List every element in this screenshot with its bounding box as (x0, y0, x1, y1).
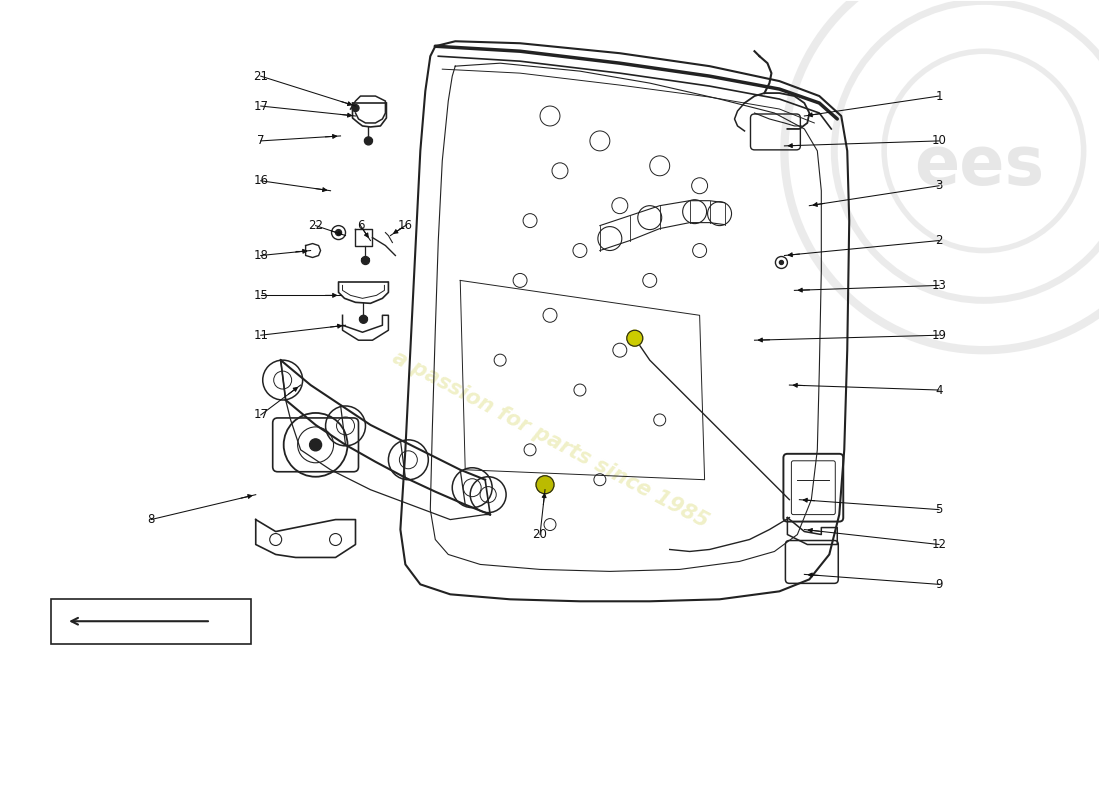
Circle shape (780, 261, 783, 265)
Text: 2: 2 (935, 234, 943, 247)
Text: 22: 22 (308, 219, 323, 232)
Circle shape (627, 330, 642, 346)
Text: 16: 16 (253, 174, 268, 187)
Text: 16: 16 (398, 219, 412, 232)
Text: 5: 5 (935, 503, 943, 516)
Text: 10: 10 (932, 134, 946, 147)
Circle shape (336, 230, 341, 235)
Circle shape (352, 105, 359, 111)
Text: 6: 6 (356, 219, 364, 232)
Text: ees: ees (914, 133, 1044, 199)
Text: 20: 20 (532, 528, 548, 541)
Text: 1: 1 (935, 90, 943, 102)
Text: 18: 18 (253, 249, 268, 262)
Text: 12: 12 (932, 538, 946, 551)
Text: 19: 19 (932, 329, 946, 342)
Text: 3: 3 (935, 179, 943, 192)
Circle shape (360, 315, 367, 323)
Circle shape (364, 137, 373, 145)
Text: 21: 21 (253, 70, 268, 82)
Text: 13: 13 (932, 279, 946, 292)
Circle shape (309, 439, 321, 451)
Text: 9: 9 (935, 578, 943, 591)
Text: 4: 4 (935, 383, 943, 397)
Text: 15: 15 (253, 289, 268, 302)
Text: 17: 17 (253, 99, 268, 113)
Text: a passion for parts since 1985: a passion for parts since 1985 (388, 348, 712, 532)
Text: 7: 7 (257, 134, 264, 147)
Text: 17: 17 (253, 409, 268, 422)
Circle shape (362, 257, 370, 265)
Circle shape (536, 476, 554, 494)
Text: 8: 8 (147, 513, 155, 526)
Text: 11: 11 (253, 329, 268, 342)
